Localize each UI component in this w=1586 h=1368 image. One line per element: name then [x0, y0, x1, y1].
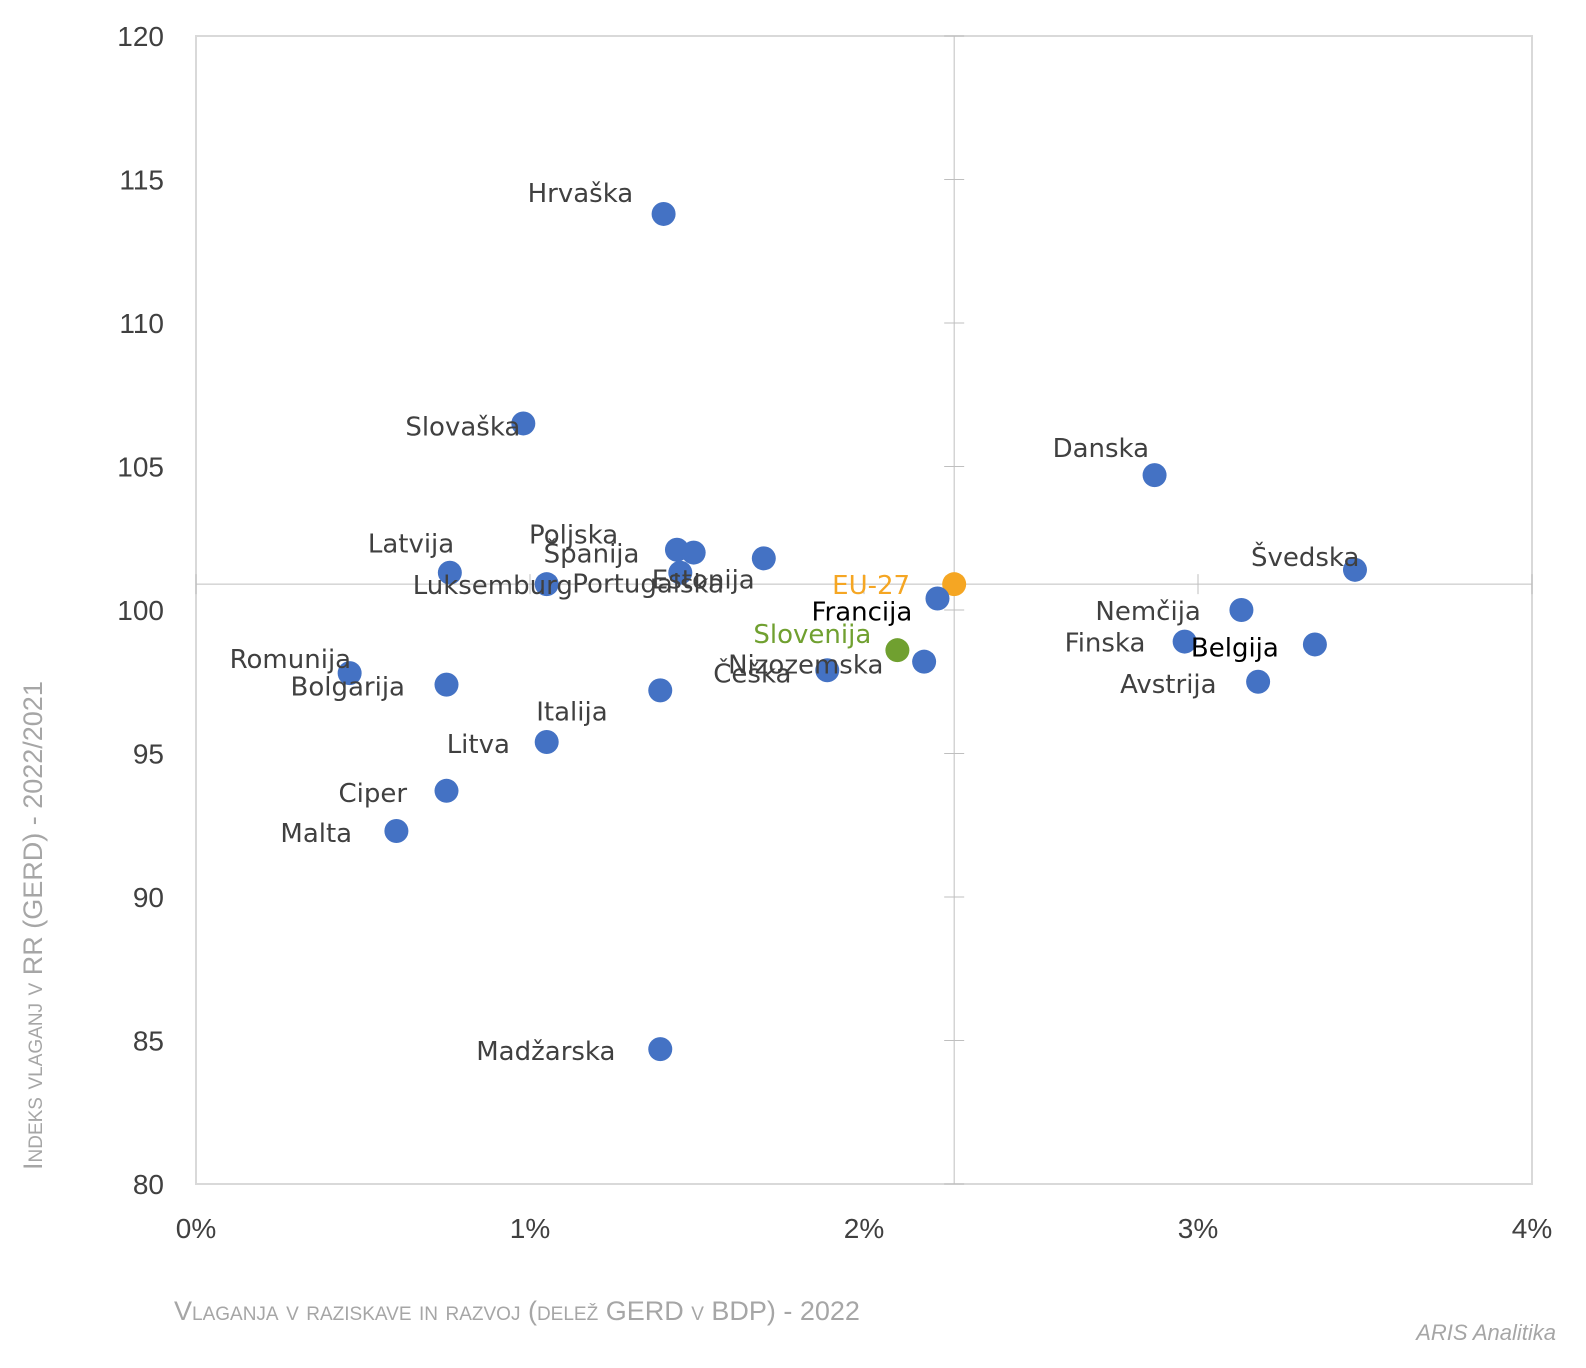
- y-tick-label: 95: [133, 739, 164, 770]
- y-tick-label: 115: [119, 165, 164, 196]
- point-finska: [1172, 629, 1197, 654]
- y-tick-label: 90: [133, 882, 164, 913]
- point-latvija: [437, 560, 462, 585]
- point-ciper: [434, 778, 459, 803]
- point-madzarska: [648, 1037, 673, 1062]
- label-slovaska: Slovaška: [405, 412, 520, 442]
- label-poljska: Poljska: [529, 521, 618, 551]
- label-nizozemska: Nizozemska: [728, 651, 883, 681]
- label-italija: Italija: [536, 697, 607, 727]
- point-luksemburg: [534, 572, 559, 597]
- y-tick-label: 80: [133, 1169, 164, 1200]
- x-tick-label: 3%: [1178, 1213, 1218, 1244]
- data-labels: Hrvaška Slovaška Danska PoljskaŠpanijaPortu…: [230, 179, 1360, 1067]
- label-francija: Francija: [811, 598, 912, 628]
- label-danska: Danska: [1053, 434, 1150, 464]
- label-ciper: Ciper: [339, 779, 408, 809]
- point-malta: [384, 818, 409, 843]
- label-luksemburg: Luksemburg: [413, 571, 573, 601]
- point-spanija: [681, 540, 706, 565]
- plot-area: [195, 35, 1533, 1185]
- point-belgija: [1302, 632, 1327, 657]
- label-eu-27: EU-27: [832, 571, 910, 601]
- label-hrvaska: Hrvaška: [528, 179, 634, 209]
- label-finska: Finska: [1065, 629, 1146, 659]
- point-italija: [648, 678, 673, 703]
- label-bolgarija: Bolgarija: [291, 673, 405, 703]
- label-estonija: Estonija: [652, 565, 755, 595]
- point-eu-27: [942, 572, 967, 597]
- label-belgija: Belgija: [1191, 633, 1279, 663]
- y-tick-label: 110: [119, 308, 164, 339]
- point-romunija: [337, 661, 362, 686]
- label-spanija: Španija: [544, 538, 640, 570]
- point-nemcija: [1229, 598, 1254, 622]
- point-estonija: [751, 546, 776, 571]
- point-svedska: [1342, 557, 1367, 582]
- data-points: [337, 201, 1367, 1062]
- label-romunija: Romunija: [230, 645, 351, 675]
- y-tick-label: 120: [117, 21, 164, 52]
- x-axis-title: Vlaganja v raziskave in razvoj (delež GE…: [174, 1296, 860, 1326]
- y-tick-label: 105: [117, 452, 164, 483]
- point-portugalska: [668, 560, 693, 585]
- y-tick-label: 100: [117, 595, 164, 626]
- label-slovenija: Slovenija: [753, 620, 871, 650]
- label-ceska: Češka: [713, 657, 791, 689]
- point-danska: [1142, 463, 1167, 488]
- x-axis-ticks: 0% 1% 2% 3% 4%: [176, 574, 1552, 1244]
- point-hrvaska: [651, 201, 676, 226]
- point-francija: [925, 586, 950, 611]
- x-tick-label: 0%: [176, 1213, 216, 1244]
- point-ceska: [815, 658, 840, 683]
- label-madzarska: Madžarska: [476, 1037, 615, 1067]
- point-bolgarija: [434, 672, 459, 697]
- point-avstrija: [1246, 669, 1271, 694]
- x-tick-label: 1%: [510, 1213, 550, 1244]
- label-malta: Malta: [280, 819, 352, 849]
- point-slovaska: [511, 411, 536, 436]
- point-slovenija: [885, 638, 910, 663]
- point-nizozemska: [912, 649, 937, 674]
- label-portugalska: Portugalska: [572, 570, 724, 600]
- point-litva: [534, 730, 559, 755]
- label-svedska: Švedska: [1251, 541, 1359, 573]
- y-tick-label: 85: [133, 1026, 164, 1057]
- x-tick-label: 2%: [844, 1213, 884, 1244]
- y-axis-ticks: 80 85 90 95 100 105 110 115 120: [117, 21, 965, 1200]
- label-avstrija: Avstrija: [1120, 670, 1216, 700]
- y-axis-title: Indeks vlaganj v RR (GERD) - 2022/2021: [18, 681, 48, 1170]
- label-latvija: Latvija: [368, 530, 454, 560]
- x-tick-label: 4%: [1512, 1213, 1552, 1244]
- label-nemcija: Nemčija: [1095, 597, 1200, 627]
- label-litva: Litva: [447, 730, 510, 760]
- credit-text: ARIS Analitika: [1416, 1320, 1556, 1345]
